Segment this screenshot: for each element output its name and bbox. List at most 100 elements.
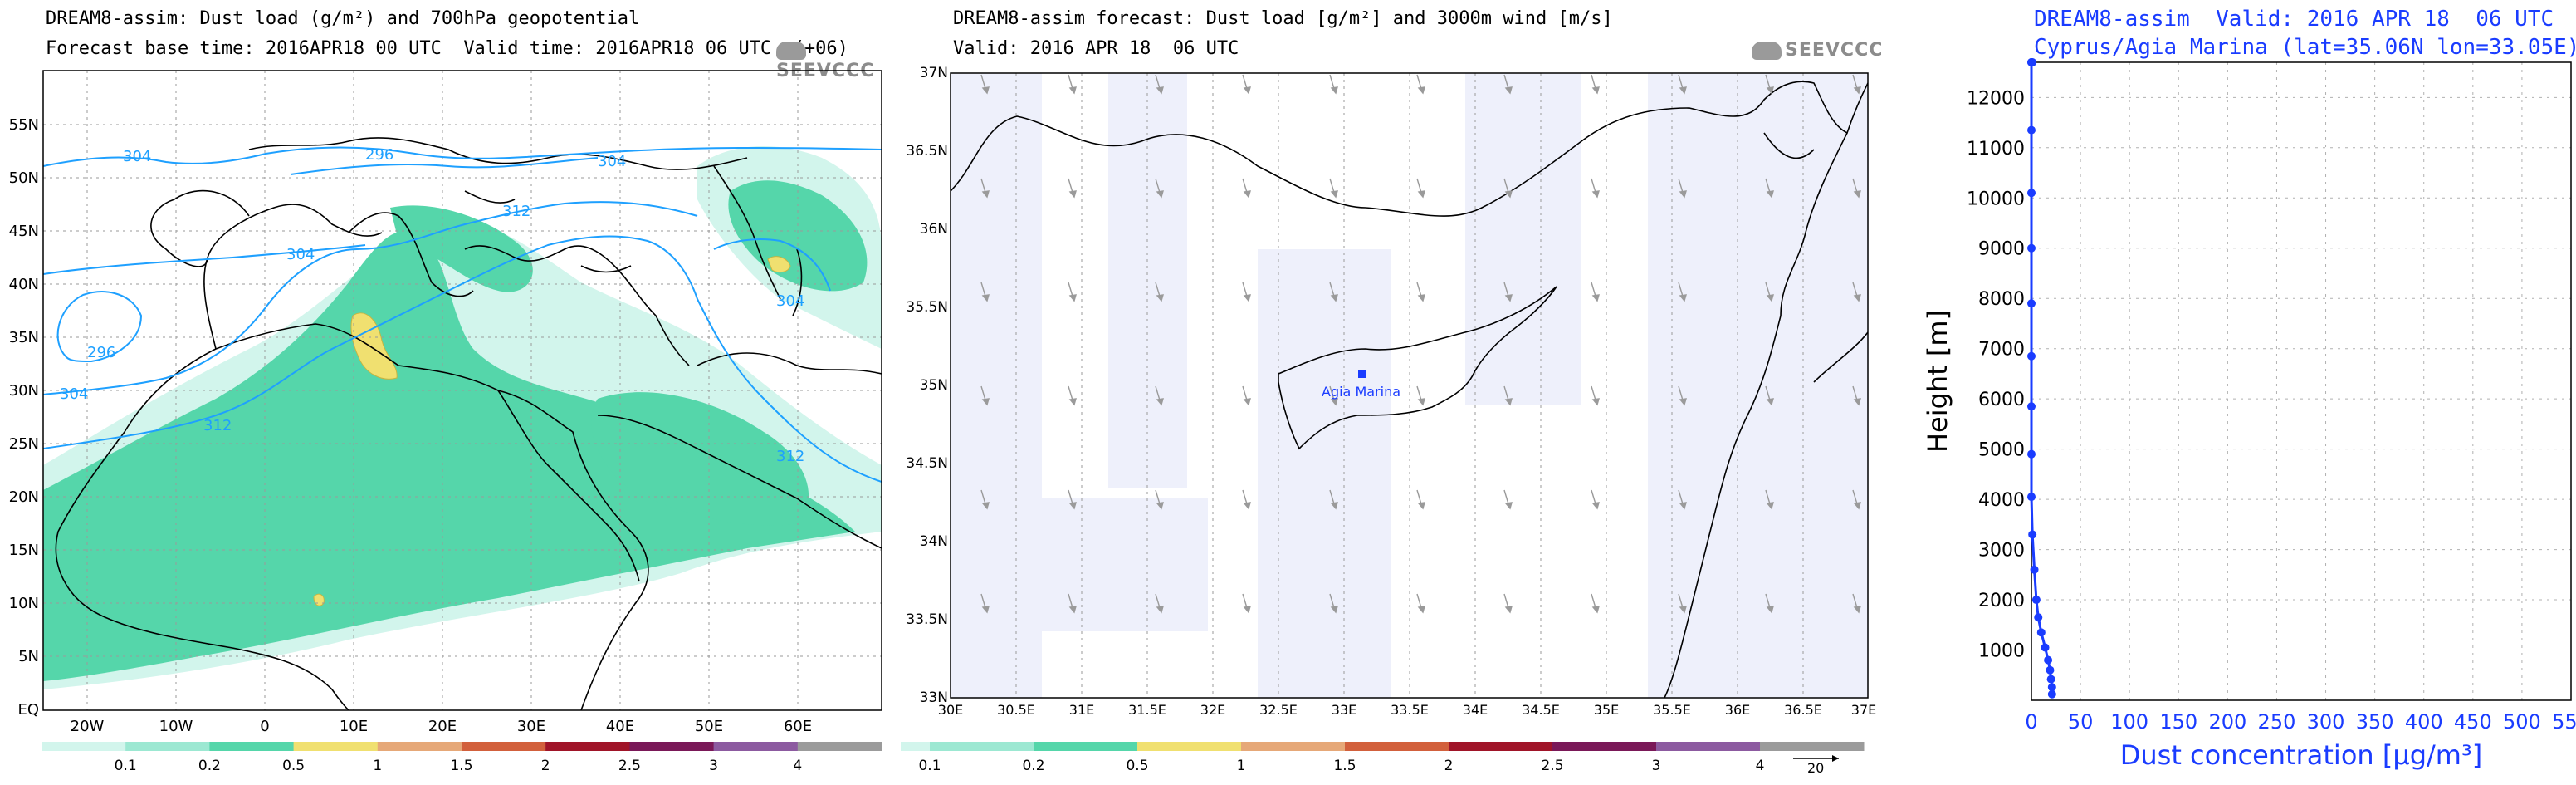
wind-arrow-head bbox=[1068, 606, 1077, 614]
data-point bbox=[2047, 683, 2056, 692]
lon-label: 0 bbox=[260, 718, 269, 735]
colorbar-segment bbox=[1241, 742, 1346, 751]
wind-arrow-head bbox=[1679, 502, 1687, 510]
wind-arrow-head bbox=[1591, 398, 1600, 406]
wind-arrow-head bbox=[1243, 606, 1251, 614]
lat-label: 5N bbox=[18, 648, 39, 665]
colorbar-segment bbox=[629, 742, 715, 751]
wind-arrow-head bbox=[1330, 294, 1338, 302]
vertical-profile-panel: DREAM8-assim Valid: 2016 APR 18 06 UTC C… bbox=[1909, 0, 2576, 785]
lat-label: 34N bbox=[920, 533, 948, 550]
x-tick-label: 550 bbox=[2552, 710, 2576, 733]
colorbar-segment bbox=[125, 742, 210, 751]
lon-label: 20W bbox=[71, 718, 105, 735]
wind-arrow-head bbox=[1766, 398, 1774, 406]
colorbar-segment bbox=[713, 742, 799, 751]
map2-subtitle: Valid: 2016 APR 18 06 UTC bbox=[953, 38, 1239, 59]
map1-lat-labels: EQ 5N 10N 15N 20N 25N 30N 35N 40N 45N 50… bbox=[9, 116, 39, 719]
lon-label: 10E bbox=[340, 718, 368, 735]
wind-arrow-head bbox=[981, 86, 990, 95]
wind-arrow-head bbox=[1068, 502, 1077, 510]
y-tick-label: 12000 bbox=[1967, 88, 2025, 109]
x-tick-label: 300 bbox=[2307, 710, 2345, 733]
lon-label: 30E bbox=[517, 718, 545, 735]
data-point bbox=[2034, 613, 2043, 622]
colorbar-segment bbox=[1137, 742, 1242, 751]
colorbar-segment bbox=[545, 742, 630, 751]
dust-field-high-sahel bbox=[313, 593, 325, 606]
wind-arrow-head bbox=[1330, 398, 1338, 406]
seevccc-logo: SEEVCCC bbox=[1752, 40, 1883, 61]
wind-arrow-head bbox=[1417, 294, 1425, 302]
lat-label: 20N bbox=[9, 488, 39, 506]
lon-label: 30.5E bbox=[997, 702, 1035, 718]
data-point bbox=[2027, 189, 2036, 198]
map2-lat-labels: 33N 33.5N 34N 34.5N 35N 35.5N 36N 36.5N … bbox=[906, 65, 948, 706]
wind-arrow-head bbox=[1156, 86, 1164, 95]
profile-title: DREAM8-assim Valid: 2016 APR 18 06 UTC bbox=[2034, 7, 2554, 32]
lat-label: 35N bbox=[9, 329, 39, 346]
contour-label: 304 bbox=[598, 153, 626, 170]
wind-arrow-head bbox=[1766, 86, 1774, 95]
lat-label: 36N bbox=[920, 221, 948, 238]
colorbar-segment bbox=[209, 742, 295, 751]
data-point bbox=[2027, 125, 2036, 135]
lat-label: 55N bbox=[9, 116, 39, 134]
wind-arrow-head bbox=[1156, 502, 1164, 510]
lon-label: 35.5E bbox=[1653, 702, 1691, 718]
data-point bbox=[2027, 243, 2036, 253]
y-tick-label: 5000 bbox=[1978, 440, 2025, 461]
wind-arrow-head bbox=[1243, 190, 1251, 199]
x-tick-label: 150 bbox=[2159, 710, 2197, 733]
lat-label: 15N bbox=[9, 542, 39, 559]
x-tick-label: 0 bbox=[2025, 710, 2037, 733]
wind-arrow-head bbox=[1591, 606, 1600, 614]
wind-arrow-head bbox=[1853, 86, 1861, 95]
wind-arrow-head bbox=[1068, 398, 1077, 406]
colorbar-label: 2.5 bbox=[618, 758, 641, 774]
contour-label: 304 bbox=[123, 148, 151, 165]
wind-arrow-head bbox=[1766, 502, 1774, 510]
wind-arrow-head bbox=[1504, 190, 1513, 199]
wind-arrow-head bbox=[1330, 502, 1338, 510]
map1-lon-labels: 20W 10W 0 10E 20E 30E 40E 50E 60E bbox=[71, 718, 812, 735]
contour-label: 304 bbox=[776, 292, 804, 310]
wind-arrow-head bbox=[1243, 86, 1251, 95]
wind-arrow-head bbox=[1417, 398, 1425, 406]
lon-label: 31.5E bbox=[1128, 702, 1166, 718]
colorbar-label: 1.5 bbox=[450, 758, 472, 774]
x-tick-label: 350 bbox=[2356, 710, 2394, 733]
colorbar-segment bbox=[42, 742, 126, 751]
cloud-icon bbox=[776, 42, 806, 60]
wind-arrow-head bbox=[1591, 86, 1600, 95]
y-tick-label: 9000 bbox=[1978, 239, 2025, 260]
x-tick-label: 250 bbox=[2258, 710, 2296, 733]
lat-label: 35.5N bbox=[906, 299, 948, 316]
map2-coastlines bbox=[951, 81, 1868, 698]
map2-wind-arrows bbox=[980, 74, 1861, 614]
y-tick-label: 10000 bbox=[1967, 189, 2025, 209]
y-tick-label: 4000 bbox=[1978, 490, 2025, 511]
lon-label: 34.5E bbox=[1522, 702, 1560, 718]
map1-svg: 304 296 304 312 304 296 304 312 304 312 … bbox=[9, 70, 882, 774]
wind-arrow-head bbox=[1243, 502, 1251, 510]
colorbar-segment bbox=[1034, 742, 1138, 751]
lat-label: 40N bbox=[9, 276, 39, 293]
wind-arrow-head bbox=[1330, 606, 1338, 614]
cyprus-island bbox=[1278, 286, 1557, 450]
lat-label: 37N bbox=[920, 65, 948, 81]
colorbar-segment bbox=[1552, 742, 1657, 751]
wind-arrow-head bbox=[1417, 86, 1425, 95]
lat-label: 33N bbox=[920, 689, 948, 706]
wind-arrow-head bbox=[1068, 294, 1077, 302]
map2-svg: Agia Marina 33N 33.5N 34N 34.5N 35N 35.5… bbox=[901, 65, 1876, 776]
colorbar-label: 4 bbox=[793, 758, 802, 774]
colorbar-segment bbox=[1656, 742, 1761, 751]
cloud-icon bbox=[1752, 42, 1782, 60]
station-marker bbox=[1358, 370, 1366, 378]
wind-arrow-head bbox=[1679, 398, 1687, 406]
lon-label: 10W bbox=[159, 718, 193, 735]
wind-arrow-head bbox=[1243, 294, 1251, 302]
station-label: Agia Marina bbox=[1322, 384, 1400, 400]
colorbar-label: 4 bbox=[1756, 758, 1765, 774]
